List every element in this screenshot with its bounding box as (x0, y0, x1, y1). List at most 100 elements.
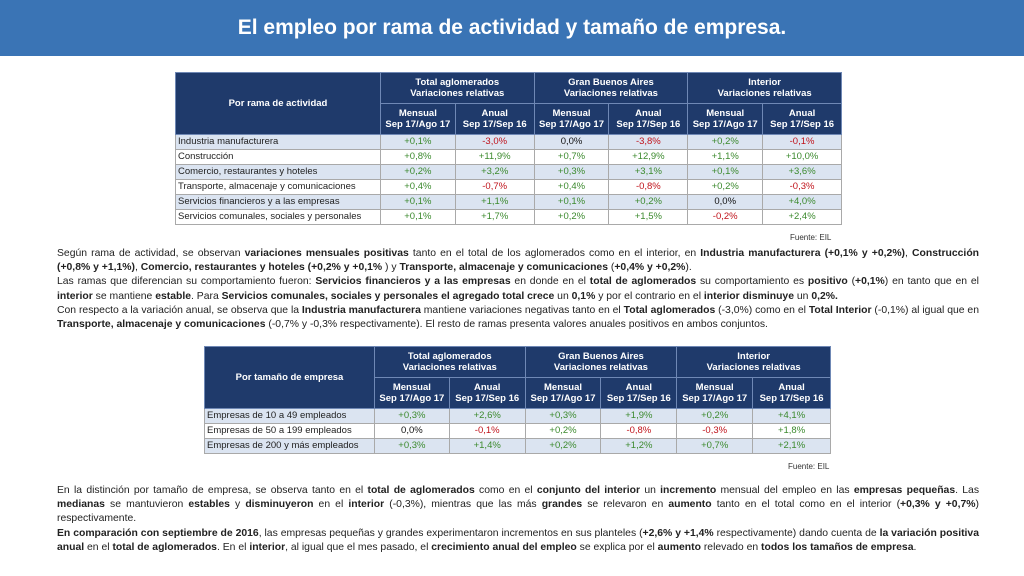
column-header-mensual: Mensual Sep 17/Ago 17 (687, 103, 764, 135)
text-run: como en el (474, 485, 537, 496)
column-period: Sep 17/Ago 17 (385, 119, 451, 130)
bold-text: Servicios financieros y a las empresas (315, 276, 511, 288)
table-row: Empresas de 10 a 49 empleados +0,3% +2,6% +… (204, 408, 831, 424)
value-cell: -3,0% (454, 134, 535, 150)
bold-text: Industria manufacturera (301, 304, 421, 316)
bold-text: estables (188, 499, 230, 511)
column-header-mensual: Mensual Sep 17/Ago 17 (379, 103, 456, 135)
bold-text: interior (57, 290, 93, 302)
value-cell: +2,6% (448, 408, 526, 424)
text-run: tanto en el total de los aglomerados com… (408, 248, 701, 259)
value-cell: +1,9% (600, 408, 678, 424)
text-run: un (640, 485, 661, 496)
column-period: Sep 17/Ago 17 (692, 119, 758, 130)
table-row: Industria manufacturera +0,1% -3,0% 0,0% -3,… (175, 134, 842, 150)
group-title: Interior (737, 351, 770, 362)
group-subtitle: Variaciones relativas (553, 362, 648, 373)
row-header: Por rama de actividad (175, 72, 381, 135)
text-run: (-3,0%) como en el (715, 304, 809, 316)
text-run: ( (847, 276, 856, 288)
text-run: se mantiene (92, 290, 156, 302)
text-run: , (905, 248, 913, 259)
bold-text: medianas (57, 499, 105, 511)
column-label: Mensual (695, 382, 734, 393)
text-run: Según rama de actividad, se observan (57, 248, 245, 259)
column-label: Mensual (398, 108, 437, 119)
row-header: Por tamaño de empresa (204, 346, 375, 409)
value-cell: +0,2% (524, 438, 602, 454)
column-label: Anual (625, 382, 653, 393)
group-title: Gran Buenos Aires (558, 351, 644, 362)
value-cell: -0,8% (600, 423, 678, 439)
text-run: . Para (191, 290, 222, 302)
bold-text: Total Interior (808, 304, 872, 316)
bold-text: En comparación con septiembre de 2016 (57, 527, 259, 539)
value-cell: +3,2% (454, 164, 535, 180)
row-label: Servicios financieros y a las empresas (175, 194, 381, 210)
value-cell: +0,2% (608, 194, 689, 210)
value-cell: 0,0% (373, 423, 450, 439)
group-title: Total aglomerados (407, 351, 492, 362)
group-subtitle: Variaciones relativas (410, 88, 505, 99)
column-period: Sep 17/Ago 17 (539, 119, 604, 130)
value-cell: +11,9% (454, 149, 535, 165)
bold-text: total de aglomerados (367, 485, 475, 496)
group-header: Interior Variaciones relativas (687, 72, 842, 104)
value-cell: +0,3% (373, 438, 450, 454)
column-label: Mensual (552, 108, 591, 119)
table-row: Empresas de 50 a 199 empleados 0,0% -0,1% +… (204, 423, 831, 439)
bold-text: el agregado total crece (441, 290, 555, 302)
text-run: En la distinción por tamaño de empresa, … (57, 485, 368, 496)
value-cell: +1,1% (454, 194, 535, 210)
text-run: en el (84, 541, 113, 553)
column-label: Mensual (706, 108, 745, 119)
bold-text: Comercio, restaurantes y hoteles (+0,2% … (140, 262, 383, 274)
value-cell: +10,0% (762, 149, 842, 165)
text-run: . (913, 541, 917, 553)
bold-text: interior disminuye (703, 290, 794, 302)
value-cell: +2,4% (762, 209, 842, 225)
text-run: en donde en el (510, 276, 590, 288)
column-label: Mensual (544, 382, 583, 393)
value-cell: +3,6% (762, 164, 842, 180)
group-header: Total aglomerados Variaciones relativas (379, 72, 535, 104)
value-cell: +3,1% (608, 164, 689, 180)
column-header-anual: Anual Sep 17/Sep 16 (752, 377, 831, 409)
column-header-anual: Anual Sep 17/Sep 16 (600, 377, 678, 409)
bold-text: positivo (807, 276, 848, 288)
column-header-mensual: Mensual Sep 17/Ago 17 (676, 377, 754, 409)
value-cell: +2,1% (752, 438, 831, 454)
tamano-table: Por tamaño de empresa Total aglomerados Va… (204, 346, 831, 454)
value-cell: +0,7% (676, 438, 754, 454)
value-cell: +0,1% (687, 164, 764, 180)
row-label: Servicios comunales, sociales y personal… (175, 209, 381, 225)
value-cell: +1,1% (687, 149, 764, 165)
group-title: Total aglomerados (415, 77, 500, 88)
column-period: Sep 17/Sep 16 (770, 119, 835, 130)
group-header: Gran Buenos Aires Variaciones relativas (533, 72, 689, 104)
column-header-mensual: Mensual Sep 17/Ago 17 (524, 377, 602, 409)
bold-text: la variación positiva anual (57, 527, 979, 553)
column-label: Anual (481, 108, 508, 119)
value-cell: +0,2% (687, 179, 764, 195)
value-cell: +0,3% (533, 164, 610, 180)
table-row: Empresas de 200 y más empleados +0,3% +1,4… (204, 438, 831, 454)
column-header-anual: Anual Sep 17/Sep 16 (608, 103, 689, 135)
text-run: se explica por el (576, 541, 658, 553)
bold-text: disminuyeron (245, 499, 314, 511)
value-cell: +0,4% (379, 179, 456, 195)
table-row: Servicios comunales, sociales y personal… (175, 209, 842, 225)
table-row: Construcción +0,8% +11,9% +0,7% +12,9% +1,1% +… (175, 149, 842, 165)
value-cell: +0,2% (687, 134, 764, 150)
column-period: Sep 17/Sep 16 (759, 393, 824, 404)
text-run: ) respectivamente. (57, 499, 979, 525)
column-header-anual: Anual Sep 17/Sep 16 (448, 377, 526, 409)
table-row: Servicios financieros y a las empresas +0… (175, 194, 842, 210)
column-header-mensual: Mensual Sep 17/Ago 17 (533, 103, 610, 135)
text-run: en el (313, 499, 349, 511)
text-run: un (793, 290, 812, 302)
text-run: ) en tanto que en el (884, 276, 979, 288)
value-cell: +1,2% (600, 438, 678, 454)
group-subtitle: Variaciones relativas (717, 88, 812, 99)
value-cell: +1,4% (448, 438, 526, 454)
